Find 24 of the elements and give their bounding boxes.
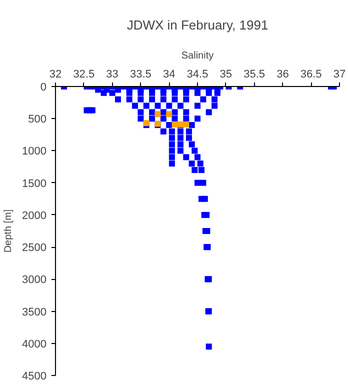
x-axis-title: Salinity (181, 50, 214, 62)
x-tick-label: 32 (49, 68, 62, 80)
y-tick-label: 1500 (22, 178, 47, 190)
x-tick-label: 33.5 (130, 68, 152, 80)
y-axis-title: Depth [m] (3, 209, 14, 253)
x-tick-label: 34 (162, 68, 176, 80)
chart-title: JDWX in February, 1991 (126, 18, 268, 32)
y-tick-label: 500 (28, 114, 47, 126)
x-tick-label: 37 (333, 68, 346, 80)
y-tick-label: 4500 (22, 370, 47, 382)
x-tick-label: 35.5 (244, 68, 266, 80)
x-tick-label: 36 (276, 68, 289, 80)
x-tick-label: 33 (106, 68, 118, 80)
y-tick-label: 0 (40, 82, 47, 94)
y-tick-label: 1000 (22, 146, 47, 158)
x-tick-label: 36.5 (300, 68, 322, 80)
y-tick-label: 2000 (22, 210, 47, 222)
x-tick-label: 34.5 (186, 68, 208, 80)
x-tick-label: 32.5 (73, 68, 95, 80)
y-tick-label: 3000 (22, 274, 47, 286)
y-tick-label: 2500 (22, 242, 47, 254)
y-tick-label: 3500 (22, 306, 47, 318)
y-tick-label: 4000 (22, 338, 47, 350)
x-tick-label: 35 (220, 68, 232, 80)
